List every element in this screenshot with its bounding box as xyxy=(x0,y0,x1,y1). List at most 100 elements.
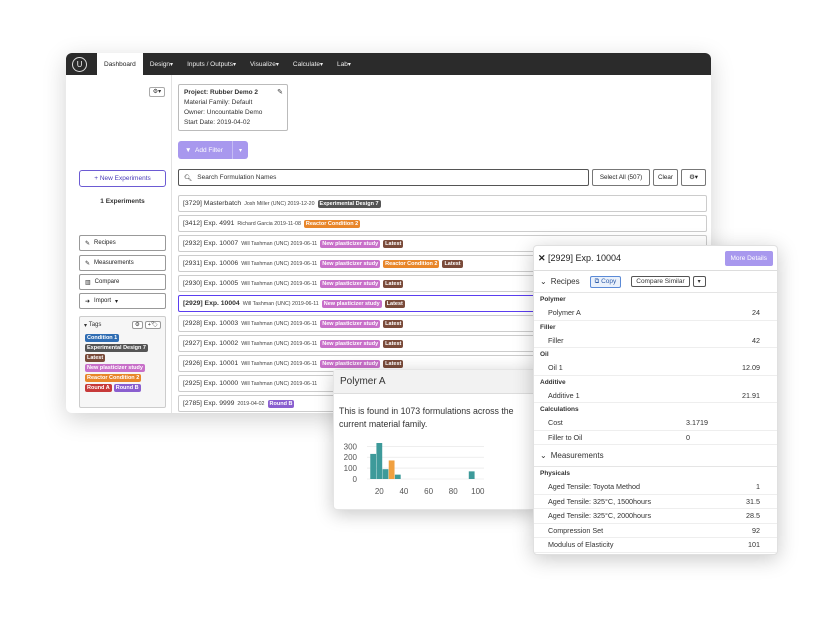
experiment-name: [2930] Exp. 10005 xyxy=(183,280,239,287)
popover-description: This is found in 1073 formulations acros… xyxy=(339,406,514,429)
nav-design[interactable]: Design xyxy=(143,53,180,75)
plus-icon: + xyxy=(94,175,100,182)
compare-dropdown-button[interactable]: ▾ xyxy=(692,276,706,287)
tag-chip[interactable]: Reactor Condition 2 xyxy=(85,374,142,382)
experiment-row[interactable]: [3412] Exp. 4991 Richard Garcia 2019-11-0… xyxy=(178,215,707,232)
pencil-icon: ✎ xyxy=(85,260,91,267)
recipes-button[interactable]: ✎ Recipes xyxy=(79,235,166,251)
popover-title: Polymer A xyxy=(334,370,538,394)
histogram-bar xyxy=(468,471,475,479)
measurement-value: 28.5 xyxy=(746,511,760,521)
measurements-section-header[interactable]: ⌄ Measurements xyxy=(534,445,777,467)
tag-chip[interactable]: Round B xyxy=(113,384,141,392)
measurement-name: Modulus of Elasticity xyxy=(548,540,614,550)
measurements-list: Aged Tensile: Toyota Method 1 Aged Tensile… xyxy=(534,480,777,553)
ingredient-name[interactable]: Filler to Oil xyxy=(548,432,583,442)
histogram-bar xyxy=(382,469,389,479)
nav-dashboard[interactable]: Dashboard xyxy=(97,53,143,75)
tag-chip: Reactor Condition 2 xyxy=(303,219,361,228)
options-button[interactable]: ⚙▾ xyxy=(681,169,706,186)
experiment-row[interactable]: [2929] Exp. 10004 Will Tashman (UNC) 2019… xyxy=(178,295,707,312)
clear-button[interactable]: Clear xyxy=(653,169,678,186)
experiment-row[interactable]: [2932] Exp. 10007 Will Tashman (UNC) 2019… xyxy=(178,235,707,252)
nav-lab[interactable]: Lab xyxy=(330,53,358,75)
tag-chip: New plasticizer study xyxy=(320,359,381,368)
project-owner: Owner: Uncountable Demo xyxy=(184,109,263,116)
edit-icon[interactable]: ✎ xyxy=(277,89,283,96)
physicals-group-label: Physicals xyxy=(540,470,570,477)
project-family: Material Family: Default xyxy=(184,99,253,106)
copy-label: Copy xyxy=(601,277,617,285)
recipe-group-label: Filler xyxy=(540,323,556,331)
experiment-name: [2929] Exp. 10004 xyxy=(183,300,240,307)
main-window: U Dashboard Design Inputs / Outputs Visu… xyxy=(66,53,711,413)
experiment-meta: Will Tashman (UNC) 2019-06-11 xyxy=(241,280,318,287)
tag-chip: Latest xyxy=(383,359,404,368)
app-logo[interactable]: U xyxy=(72,56,87,72)
columns-icon: ▥ xyxy=(85,279,91,286)
tag-chip[interactable]: Condition 1 xyxy=(85,334,120,342)
compare-button[interactable]: ▥ Compare xyxy=(79,274,166,290)
chevron-down-icon[interactable]: ▾ xyxy=(232,141,248,159)
import-button[interactable]: ➜ Import ▾ xyxy=(79,293,166,309)
tag-chip: Round B xyxy=(267,399,295,408)
experiment-name: [2927] Exp. 10002 xyxy=(183,340,239,347)
nav-visualize[interactable]: Visualize xyxy=(243,53,286,75)
tags-settings-button[interactable]: ⚙ xyxy=(131,321,143,329)
ingredient-name[interactable]: Polymer A xyxy=(548,308,581,318)
histogram-chart: 300 200 100 0 20 40 60 80 100 xyxy=(344,442,485,496)
experiment-name: [2785] Exp. 9999 xyxy=(183,400,235,407)
experiment-name: [2926] Exp. 10001 xyxy=(183,360,239,367)
sidebar-settings-button[interactable]: ⚙▾ xyxy=(149,87,165,97)
search-placeholder: Search Formulation Names xyxy=(197,174,277,181)
measurement-row: Compression Set 92 xyxy=(534,524,777,538)
ingredient-name[interactable]: Additive 1 xyxy=(548,390,580,400)
tag-chip[interactable]: Experimental Design 7 xyxy=(85,344,148,352)
select-all-button[interactable]: Select All (507) xyxy=(592,169,650,186)
measurement-value: 1 xyxy=(756,482,760,492)
measurements-button[interactable]: ✎ Measurements xyxy=(79,255,166,271)
search-icon: 🔍︎ xyxy=(184,174,193,182)
chevron-down-icon: ⌄ xyxy=(540,451,547,460)
ingredient-value: 21.91 xyxy=(742,390,760,400)
measurement-row: Modulus of Elasticity 101 xyxy=(534,538,777,553)
close-icon[interactable]: ✕ xyxy=(538,252,546,263)
ingredient-value: 0 xyxy=(686,432,690,442)
new-experiments-button[interactable]: + New Experiments xyxy=(79,170,166,187)
tag-chip[interactable]: Round A xyxy=(85,384,112,392)
tag-chip[interactable]: Latest xyxy=(85,354,106,362)
recipe-row: Cost 3.1719 xyxy=(534,416,777,431)
arrow-right-icon: ➜ xyxy=(85,298,91,305)
recipe-group-label: Polymer xyxy=(540,296,566,303)
recipes-section-header[interactable]: ⌄ Recipes ⧉ Copy Compare Similar ▾ xyxy=(534,271,777,293)
tag-chip: Latest xyxy=(442,259,463,268)
experiment-row[interactable]: [2931] Exp. 10006 Will Tashman (UNC) 2019… xyxy=(178,255,707,272)
compare-similar-button[interactable]: Compare Similar xyxy=(631,276,690,287)
recipe-group-label: Additive xyxy=(540,378,566,386)
histogram-bar xyxy=(394,474,401,479)
measurement-name: Aged Tensile: 325°C, 2000hours xyxy=(548,511,652,521)
tag-chip: New plasticizer study xyxy=(320,259,381,268)
add-tag-button[interactable]: +🏷 xyxy=(144,321,161,329)
add-filter-button[interactable]: ▼ Add Filter ▾ xyxy=(178,141,248,159)
experiment-meta: Will Tashman (UNC) 2019-06-11 xyxy=(241,260,318,267)
nav-calculate[interactable]: Calculate xyxy=(286,53,330,75)
more-details-button[interactable]: More Details xyxy=(724,251,773,266)
copy-icon: ⧉ xyxy=(594,277,602,285)
experiment-name: [2925] Exp. 10000 xyxy=(183,380,239,387)
ingredient-value: 12.09 xyxy=(742,363,760,373)
ingredient-name[interactable]: Cost xyxy=(548,418,563,428)
ingredient-name[interactable]: Oil 1 xyxy=(548,363,563,373)
search-input[interactable]: 🔍︎ Search Formulation Names xyxy=(178,169,589,186)
project-start-date: Start Date: 2019-04-02 xyxy=(184,119,251,126)
experiment-row[interactable]: [3729] Masterbatch Josh Miller (UNC) 2019… xyxy=(178,195,707,212)
ingredient-name[interactable]: Filler xyxy=(548,335,564,345)
nav-inputs-outputs[interactable]: Inputs / Outputs xyxy=(180,53,243,75)
tags-label: Tags xyxy=(88,322,102,328)
measurement-row: Aged Tensile: Toyota Method 1 xyxy=(534,480,777,495)
copy-button[interactable]: ⧉ Copy xyxy=(589,275,622,288)
experiment-row[interactable]: [2930] Exp. 10005 Will Tashman (UNC) 2019… xyxy=(178,275,707,292)
recipe-groups: Polymer Polymer A 24 Filler Filler 42 Oil Oil 1… xyxy=(534,293,777,445)
tag-chip: New plasticizer study xyxy=(321,299,382,308)
tag-chip[interactable]: New plasticizer study xyxy=(85,364,145,372)
